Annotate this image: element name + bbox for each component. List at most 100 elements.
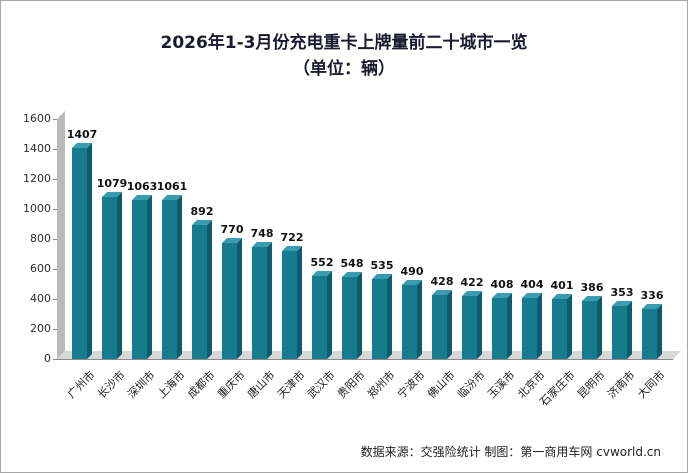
y-axis-tick-label: 600: [30, 262, 51, 275]
bar-side-face: [447, 290, 452, 359]
bar: [372, 279, 387, 359]
x-axis-line: [57, 359, 673, 360]
chart-subtitle: （单位：辆）: [293, 58, 395, 79]
chart-title: 2026年1-3月份充电重卡上牌量前二十城市一览: [160, 33, 528, 53]
bar-side-face: [117, 192, 122, 359]
bar-side-face: [657, 304, 662, 359]
bar: [492, 298, 507, 359]
y-axis-tick-label: 0: [44, 352, 51, 365]
x-axis-label: 广州市: [65, 368, 98, 401]
bar-side-face: [357, 272, 362, 359]
bar-value-label: 1407: [66, 128, 98, 141]
x-axis-label: 成都市: [185, 368, 218, 401]
x-axis-label: 武汉市: [305, 368, 338, 401]
bar-value-label: 548: [340, 257, 364, 270]
bar-value-label: 722: [280, 231, 304, 244]
y-axis-tick-mark: [53, 119, 57, 120]
bar-side-face: [297, 246, 302, 359]
bar-side-face: [507, 293, 512, 359]
bar: [162, 200, 177, 359]
source-note: 数据来源：交强险统计 制图：第一商用车网 cvworld.cn: [360, 445, 661, 459]
bar: [252, 247, 267, 359]
bar-side-face: [267, 242, 272, 359]
y-axis-tick-mark: [53, 299, 57, 300]
bar: [282, 251, 297, 359]
y-axis-tick-label: 800: [30, 232, 51, 245]
bar-value-label: 404: [520, 278, 544, 291]
x-axis-label: 昆明市: [575, 368, 608, 401]
bar-side-face: [537, 293, 542, 359]
chart-title-block: 2026年1-3月份充电重卡上牌量前二十城市一览 （单位：辆）: [1, 31, 687, 82]
x-axis-label: 重庆市: [215, 368, 248, 401]
y-axis-tick-label: 400: [30, 292, 51, 305]
bar-value-label: 770: [220, 223, 244, 236]
bar-side-face: [147, 195, 152, 359]
bar-side-face: [87, 143, 92, 359]
bar-side-face: [207, 220, 212, 359]
y-axis-tick-label: 1400: [23, 142, 51, 155]
bar-side-face: [387, 274, 392, 359]
bar: [222, 243, 237, 359]
bar-side-face: [567, 294, 572, 359]
bar-value-label: 428: [430, 275, 454, 288]
y-axis-tick-label: 1000: [23, 202, 51, 215]
x-axis-label: 长沙市: [95, 368, 128, 401]
x-axis-label: 大同市: [635, 368, 668, 401]
bar-value-label: 1079: [96, 177, 128, 190]
bar: [192, 225, 207, 359]
bar: [582, 301, 597, 359]
x-axis-label: 唐山市: [245, 368, 278, 401]
x-axis-label: 济南市: [605, 368, 638, 401]
bar-value-label: 336: [640, 289, 664, 302]
bar-side-face: [237, 238, 242, 359]
y-axis-tick-mark: [53, 179, 57, 180]
x-axis-label: 宁波市: [395, 368, 428, 401]
bar: [102, 197, 117, 359]
y-axis-tick-mark: [53, 239, 57, 240]
y-axis-tick-label: 200: [30, 322, 51, 335]
bar: [132, 200, 147, 359]
bar: [342, 277, 357, 359]
bar-value-label: 353: [610, 286, 634, 299]
bar: [642, 309, 657, 359]
y-axis-tick-mark: [53, 329, 57, 330]
bar-value-label: 408: [490, 278, 514, 291]
y-axis-wall: [57, 111, 65, 359]
y-axis-tick-label: 1600: [23, 112, 51, 125]
y-axis-tick-label: 1200: [23, 172, 51, 185]
bar-value-label: 422: [460, 276, 484, 289]
y-axis-tick-mark: [53, 149, 57, 150]
bar-side-face: [327, 271, 332, 359]
bar: [72, 148, 87, 359]
x-axis-label: 临汾市: [455, 368, 488, 401]
y-axis-tick-mark: [53, 269, 57, 270]
x-axis-label: 郑州市: [365, 368, 398, 401]
bar-value-label: 1063: [126, 180, 158, 193]
bar-value-label: 552: [310, 256, 334, 269]
bar-value-label: 748: [250, 227, 274, 240]
bar-value-label: 401: [550, 279, 574, 292]
plot-area: 0 200 400 600 800 1000 1200 1400 1600 1407 广州市 1079…: [9, 111, 681, 453]
bar-side-face: [597, 296, 602, 359]
bar: [552, 299, 567, 359]
x-axis-label: 上海市: [155, 368, 188, 401]
bar: [432, 295, 447, 359]
y-axis-tick-mark: [53, 359, 57, 360]
x-axis-label: 贵阳市: [335, 368, 368, 401]
bar-side-face: [177, 195, 182, 359]
bar-side-face: [627, 301, 632, 359]
bar-side-face: [417, 280, 422, 359]
bar-value-label: 490: [400, 265, 424, 278]
bar-value-label: 1061: [156, 180, 188, 193]
x-axis-label: 玉溪市: [485, 368, 518, 401]
x-axis-label: 深圳市: [125, 368, 158, 401]
x-axis-label: 佛山市: [425, 368, 458, 401]
bar-value-label: 386: [580, 281, 604, 294]
bar: [522, 298, 537, 359]
y-axis-tick-mark: [53, 209, 57, 210]
bar: [312, 276, 327, 359]
x-axis-label: 天津市: [275, 368, 308, 401]
bar-side-face: [477, 291, 482, 359]
bar: [402, 285, 417, 359]
